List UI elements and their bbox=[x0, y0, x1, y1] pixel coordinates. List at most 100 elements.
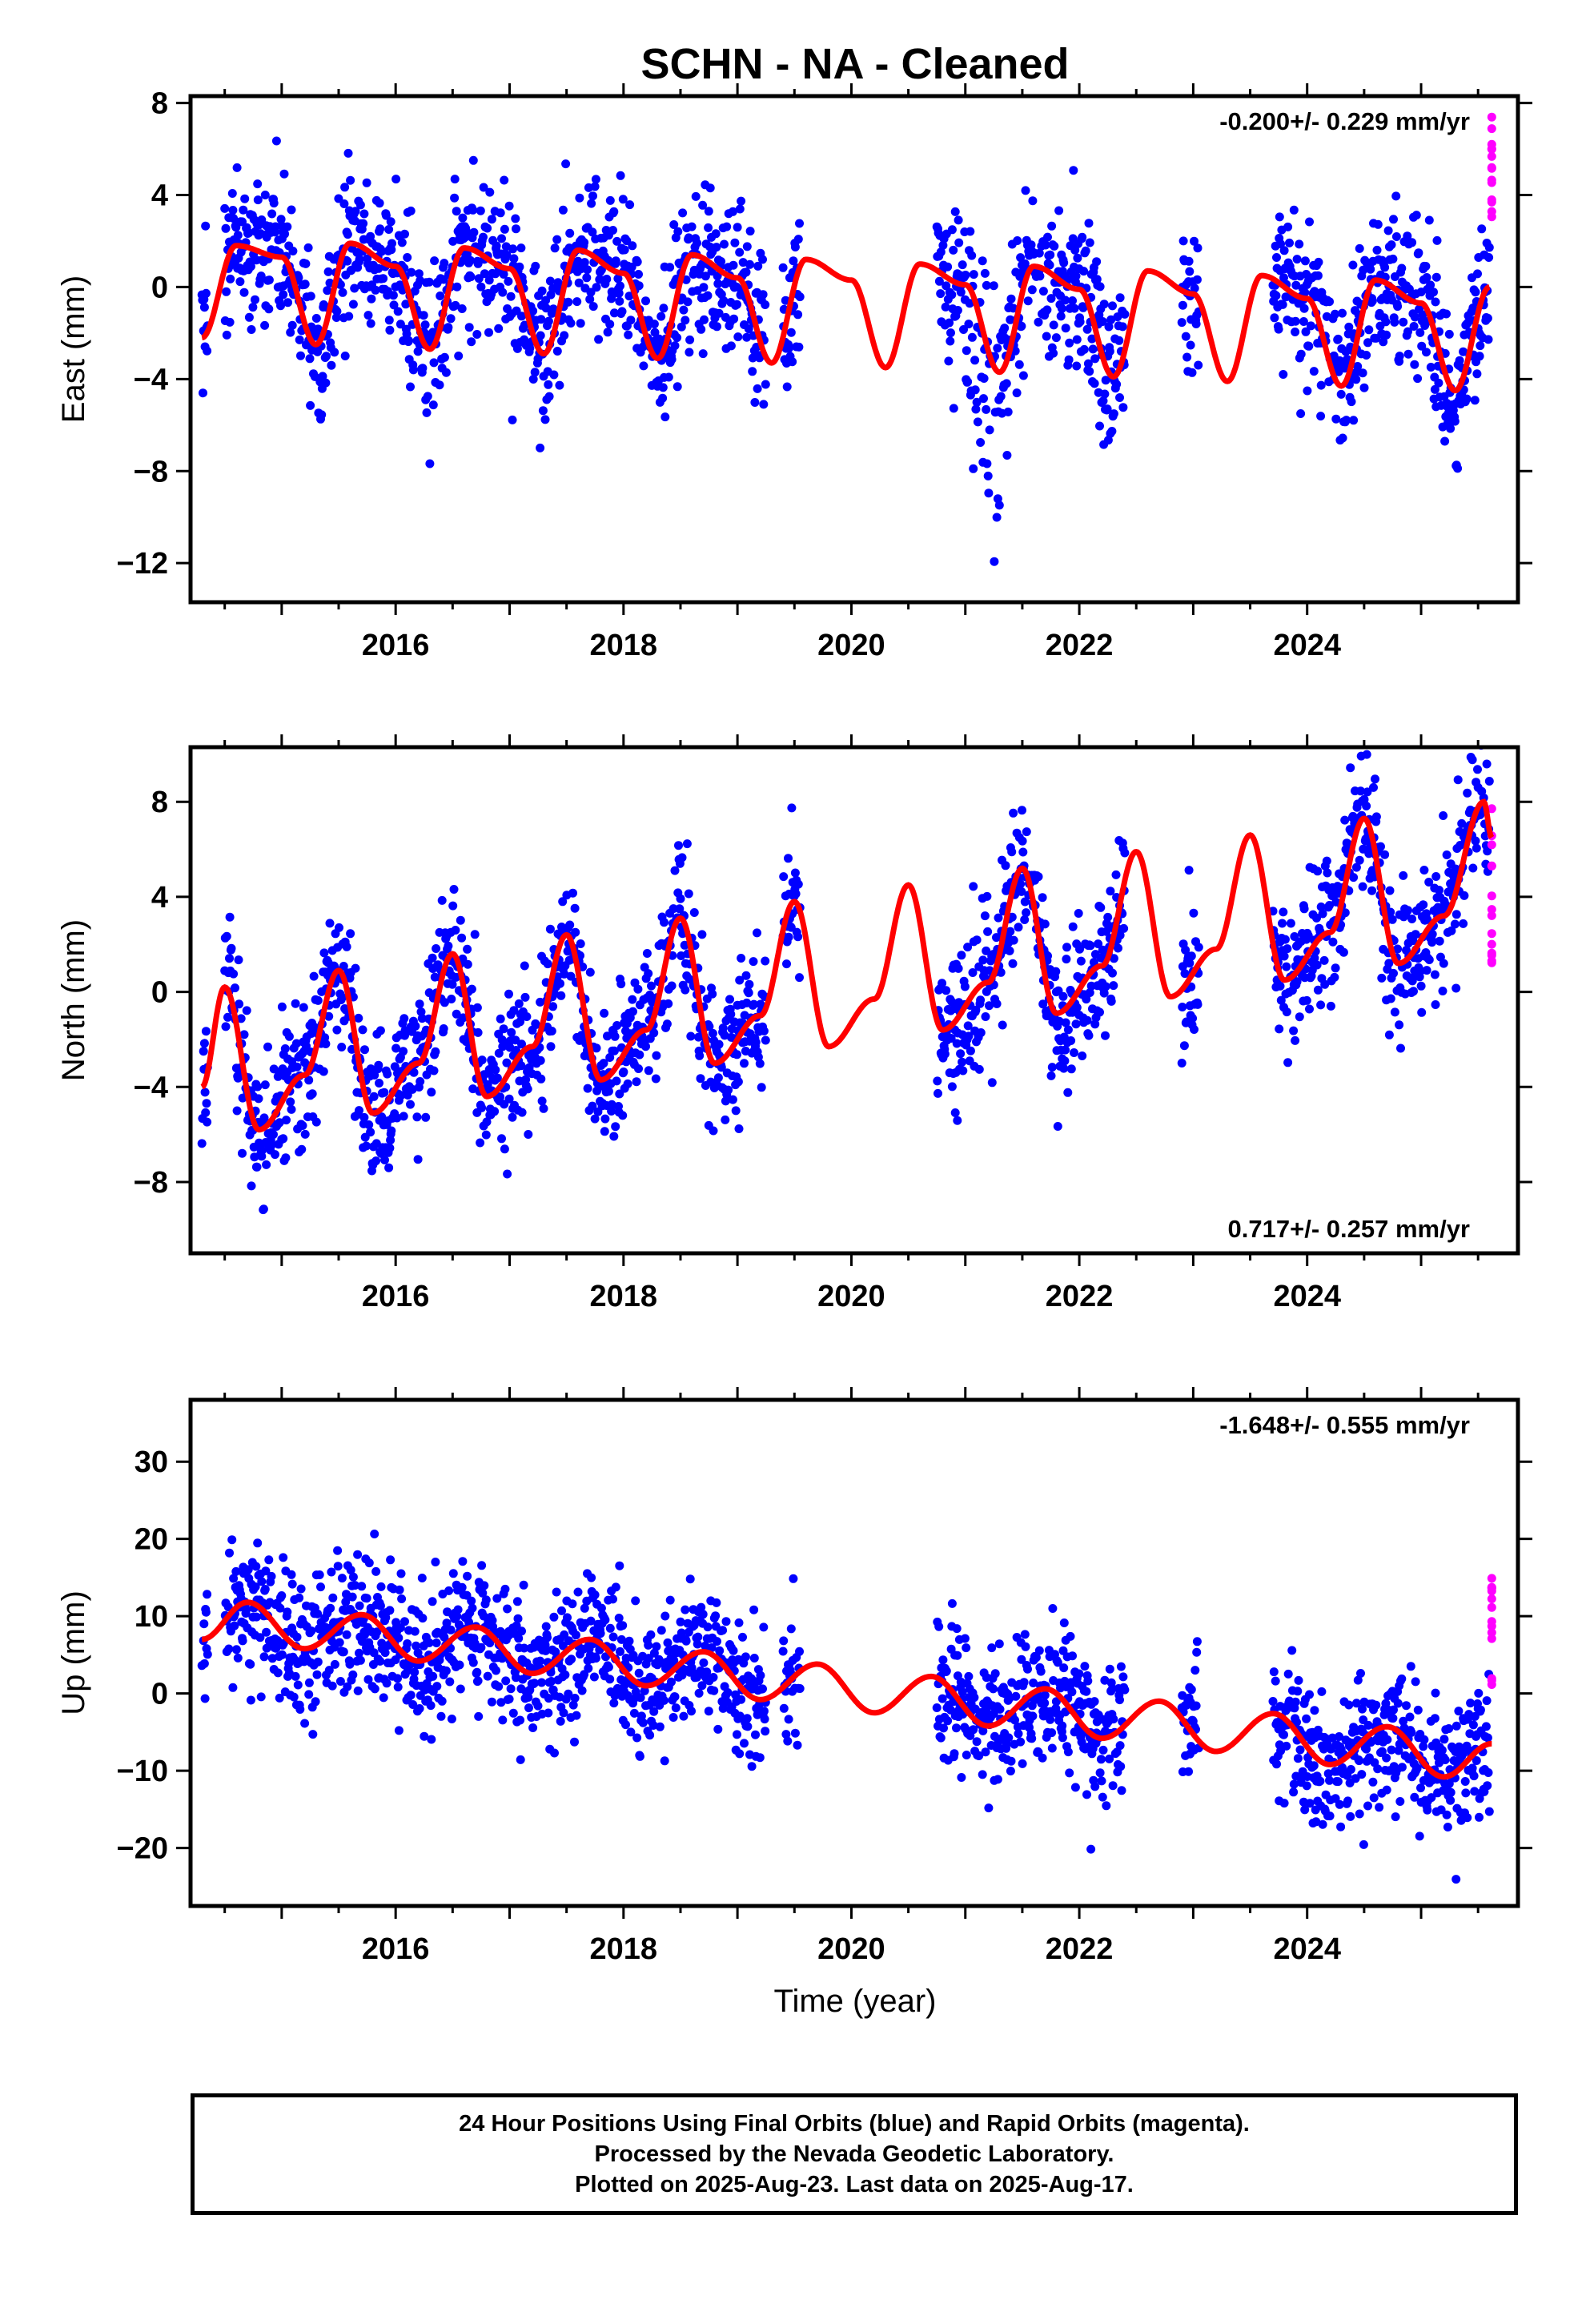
east-point bbox=[632, 257, 642, 267]
north-point bbox=[1322, 856, 1331, 866]
north-point bbox=[1108, 968, 1117, 978]
east-point bbox=[611, 256, 620, 266]
east-point bbox=[1351, 375, 1361, 384]
east-point bbox=[541, 304, 551, 313]
north-point bbox=[1409, 987, 1418, 996]
up-point bbox=[964, 1671, 974, 1681]
north-point bbox=[1020, 897, 1030, 907]
up-point bbox=[1178, 1691, 1187, 1700]
north-point bbox=[1047, 1063, 1057, 1072]
east-point bbox=[386, 217, 396, 227]
up-point bbox=[563, 1613, 572, 1622]
up-point bbox=[287, 1570, 296, 1579]
east-point bbox=[1178, 300, 1187, 310]
up-point bbox=[570, 1694, 580, 1703]
east-point bbox=[965, 299, 974, 308]
north-point bbox=[1063, 1088, 1073, 1097]
east-point bbox=[1358, 368, 1367, 378]
up-point bbox=[591, 1654, 600, 1663]
east-point bbox=[683, 297, 693, 307]
up-point bbox=[616, 1634, 626, 1644]
east-point bbox=[1349, 416, 1359, 425]
east-point bbox=[982, 459, 992, 468]
up-point bbox=[251, 1582, 260, 1591]
north-point bbox=[472, 1003, 482, 1012]
east-point bbox=[339, 199, 349, 208]
east-point bbox=[795, 219, 804, 228]
north-point bbox=[236, 1014, 246, 1023]
east-point bbox=[936, 289, 946, 299]
north-point bbox=[669, 904, 678, 914]
up-point bbox=[1120, 1685, 1130, 1695]
east-point bbox=[945, 318, 954, 328]
north-point bbox=[733, 1077, 743, 1087]
east-point bbox=[786, 328, 796, 337]
east-point bbox=[1009, 304, 1018, 313]
up-point bbox=[397, 1594, 407, 1603]
up-point bbox=[694, 1688, 704, 1698]
east-point bbox=[590, 182, 600, 191]
up-point bbox=[371, 1566, 381, 1576]
north-point bbox=[271, 1150, 279, 1160]
up-point bbox=[600, 1615, 610, 1625]
east-point bbox=[484, 275, 494, 285]
up-point bbox=[393, 1683, 403, 1692]
east-point bbox=[1440, 436, 1450, 446]
north-point bbox=[960, 982, 970, 991]
up-point bbox=[621, 1720, 630, 1730]
north-point bbox=[1075, 944, 1084, 954]
up-point bbox=[568, 1700, 578, 1710]
north-point bbox=[1427, 930, 1437, 939]
east-point bbox=[1409, 322, 1419, 331]
east-point bbox=[545, 276, 555, 286]
north-point bbox=[203, 1117, 212, 1127]
east-point bbox=[992, 513, 1002, 522]
up-point bbox=[231, 1645, 241, 1655]
north-point bbox=[1279, 951, 1289, 961]
north-point bbox=[761, 1035, 770, 1045]
east-point bbox=[603, 328, 612, 337]
north-point bbox=[697, 930, 707, 939]
up-point bbox=[273, 1668, 283, 1678]
east-point bbox=[384, 225, 394, 234]
north-rapid-point bbox=[1487, 929, 1496, 939]
north-point bbox=[1074, 909, 1083, 918]
north-point bbox=[1424, 955, 1434, 964]
up-point bbox=[715, 1646, 725, 1655]
east-point bbox=[1081, 246, 1090, 255]
east-point bbox=[501, 242, 511, 251]
east-point bbox=[1484, 335, 1493, 344]
north-point bbox=[1316, 1000, 1326, 1010]
up-point bbox=[648, 1721, 658, 1730]
north-point bbox=[677, 951, 686, 960]
up-point bbox=[1048, 1604, 1058, 1613]
east-point bbox=[1463, 318, 1472, 328]
east-point bbox=[1057, 304, 1066, 313]
north-point bbox=[463, 944, 472, 954]
east-point bbox=[572, 297, 582, 307]
up-point bbox=[292, 1632, 302, 1642]
north-point bbox=[1358, 882, 1367, 891]
north-point bbox=[751, 1037, 761, 1047]
up-point bbox=[1029, 1679, 1038, 1687]
up-point bbox=[355, 1655, 365, 1665]
east-point bbox=[264, 304, 274, 314]
up-point bbox=[277, 1591, 287, 1600]
up-point bbox=[721, 1617, 731, 1626]
north-point bbox=[964, 1031, 974, 1041]
north-point bbox=[448, 901, 458, 911]
north-point bbox=[374, 1060, 383, 1070]
north-point bbox=[202, 1099, 211, 1108]
east-point bbox=[1049, 320, 1058, 330]
north-point bbox=[647, 981, 656, 991]
up-point bbox=[712, 1598, 721, 1607]
north-point bbox=[968, 968, 978, 977]
up-point bbox=[379, 1693, 388, 1703]
north-point bbox=[1424, 878, 1434, 887]
up-point bbox=[223, 1602, 233, 1612]
up-point bbox=[457, 1582, 467, 1592]
north-point bbox=[291, 999, 300, 1008]
north-point bbox=[592, 1043, 601, 1053]
up-point bbox=[1068, 1651, 1077, 1661]
up-point bbox=[1046, 1715, 1055, 1724]
